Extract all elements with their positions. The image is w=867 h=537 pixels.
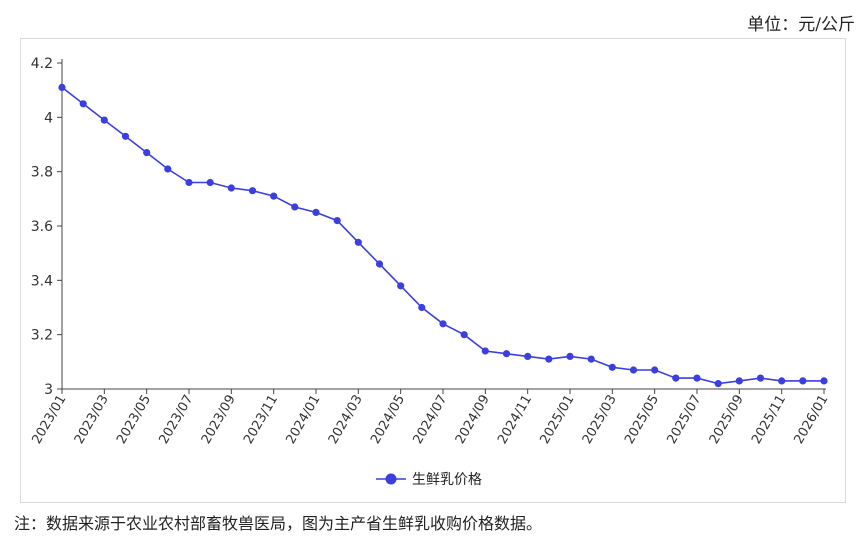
data-point bbox=[58, 83, 66, 91]
data-point bbox=[629, 366, 638, 374]
x-tick-label: 2024/03 bbox=[326, 393, 366, 447]
x-tick-label: 2024/01 bbox=[283, 393, 323, 447]
data-point bbox=[778, 377, 786, 385]
data-point bbox=[756, 374, 765, 382]
data-point bbox=[312, 208, 320, 216]
x-tick-label: 2024/09 bbox=[453, 393, 493, 447]
x-tick-label: 2025/01 bbox=[537, 393, 577, 447]
data-point bbox=[333, 217, 341, 225]
x-tick-label: 2023/09 bbox=[199, 393, 239, 447]
x-tick-label: 2025/03 bbox=[580, 393, 620, 447]
data-point bbox=[820, 377, 828, 385]
series-line bbox=[61, 86, 824, 385]
x-tick-label: 2023/05 bbox=[114, 393, 154, 447]
data-point bbox=[291, 203, 299, 211]
x-tick-label: 2025/05 bbox=[622, 393, 662, 447]
data-point bbox=[502, 350, 511, 358]
data-point bbox=[100, 116, 108, 124]
y-tick-label: 4 bbox=[44, 110, 53, 126]
x-tick-label: 2023/07 bbox=[156, 393, 196, 447]
data-point bbox=[185, 178, 193, 187]
y-tick-label: 3.4 bbox=[31, 273, 53, 289]
data-point bbox=[270, 192, 278, 200]
y-tick-label: 3.2 bbox=[31, 328, 53, 344]
x-tick-label: 2025/11 bbox=[749, 393, 789, 447]
data-point bbox=[248, 187, 257, 195]
y-tick-label: 4.2 bbox=[31, 56, 53, 72]
footnote: 注：数据来源于农业农村部畜牧兽医局，图为主产省生鲜乳收购价格数据。 bbox=[14, 514, 543, 533]
chart-frame bbox=[20, 38, 846, 503]
data-point bbox=[227, 184, 235, 192]
y-axis-ticks: 3 3.2 3.4 3.6 3.8 4 4.2 bbox=[31, 56, 62, 398]
data-point bbox=[608, 363, 616, 371]
data-point bbox=[481, 347, 489, 355]
y-tick-label: 3.8 bbox=[31, 165, 53, 181]
data-point bbox=[566, 352, 574, 360]
data-point bbox=[693, 374, 701, 382]
data-point bbox=[651, 366, 659, 374]
x-tick-label: 2023/11 bbox=[241, 393, 281, 447]
data-point bbox=[735, 377, 743, 385]
x-tick-label: 2024/11 bbox=[495, 393, 535, 447]
x-tick-label: 2024/07 bbox=[410, 393, 450, 447]
data-point bbox=[121, 132, 130, 140]
data-point bbox=[164, 165, 172, 173]
data-point bbox=[354, 238, 362, 246]
data-point bbox=[206, 178, 214, 187]
y-tick-label: 3.6 bbox=[31, 219, 53, 235]
legend: 生鲜乳价格 bbox=[376, 472, 482, 488]
x-tick-label: 2025/07 bbox=[664, 393, 704, 447]
data-point bbox=[397, 282, 405, 290]
data-point bbox=[672, 374, 680, 382]
x-tick-label: 2023/01 bbox=[29, 393, 69, 447]
series-layer bbox=[58, 83, 828, 388]
x-tick-label: 2023/03 bbox=[72, 393, 112, 447]
data-point bbox=[587, 355, 595, 363]
x-tick-label: 2024/05 bbox=[368, 393, 408, 447]
x-tick-label: 2025/09 bbox=[707, 393, 747, 447]
data-point bbox=[545, 355, 553, 363]
unit-label: 单位：元/公斤 bbox=[747, 15, 855, 35]
data-point bbox=[460, 331, 468, 339]
data-point bbox=[439, 320, 447, 328]
data-point bbox=[375, 260, 384, 268]
data-point bbox=[799, 377, 807, 385]
data-point bbox=[143, 149, 151, 157]
data-point bbox=[524, 352, 532, 360]
data-point bbox=[79, 100, 87, 108]
legend-label: 生鲜乳价格 bbox=[412, 472, 482, 488]
chart-axes bbox=[61, 59, 826, 390]
x-axis-ticks: 2023/01 2023/03 2023/05 2023/07 2023/09 2023/… bbox=[29, 389, 831, 447]
legend-marker bbox=[385, 473, 397, 485]
x-tick-label: 2026/01 bbox=[791, 393, 831, 447]
data-point bbox=[714, 380, 722, 388]
y-tick-label: 3 bbox=[44, 382, 53, 398]
data-point bbox=[418, 303, 426, 312]
